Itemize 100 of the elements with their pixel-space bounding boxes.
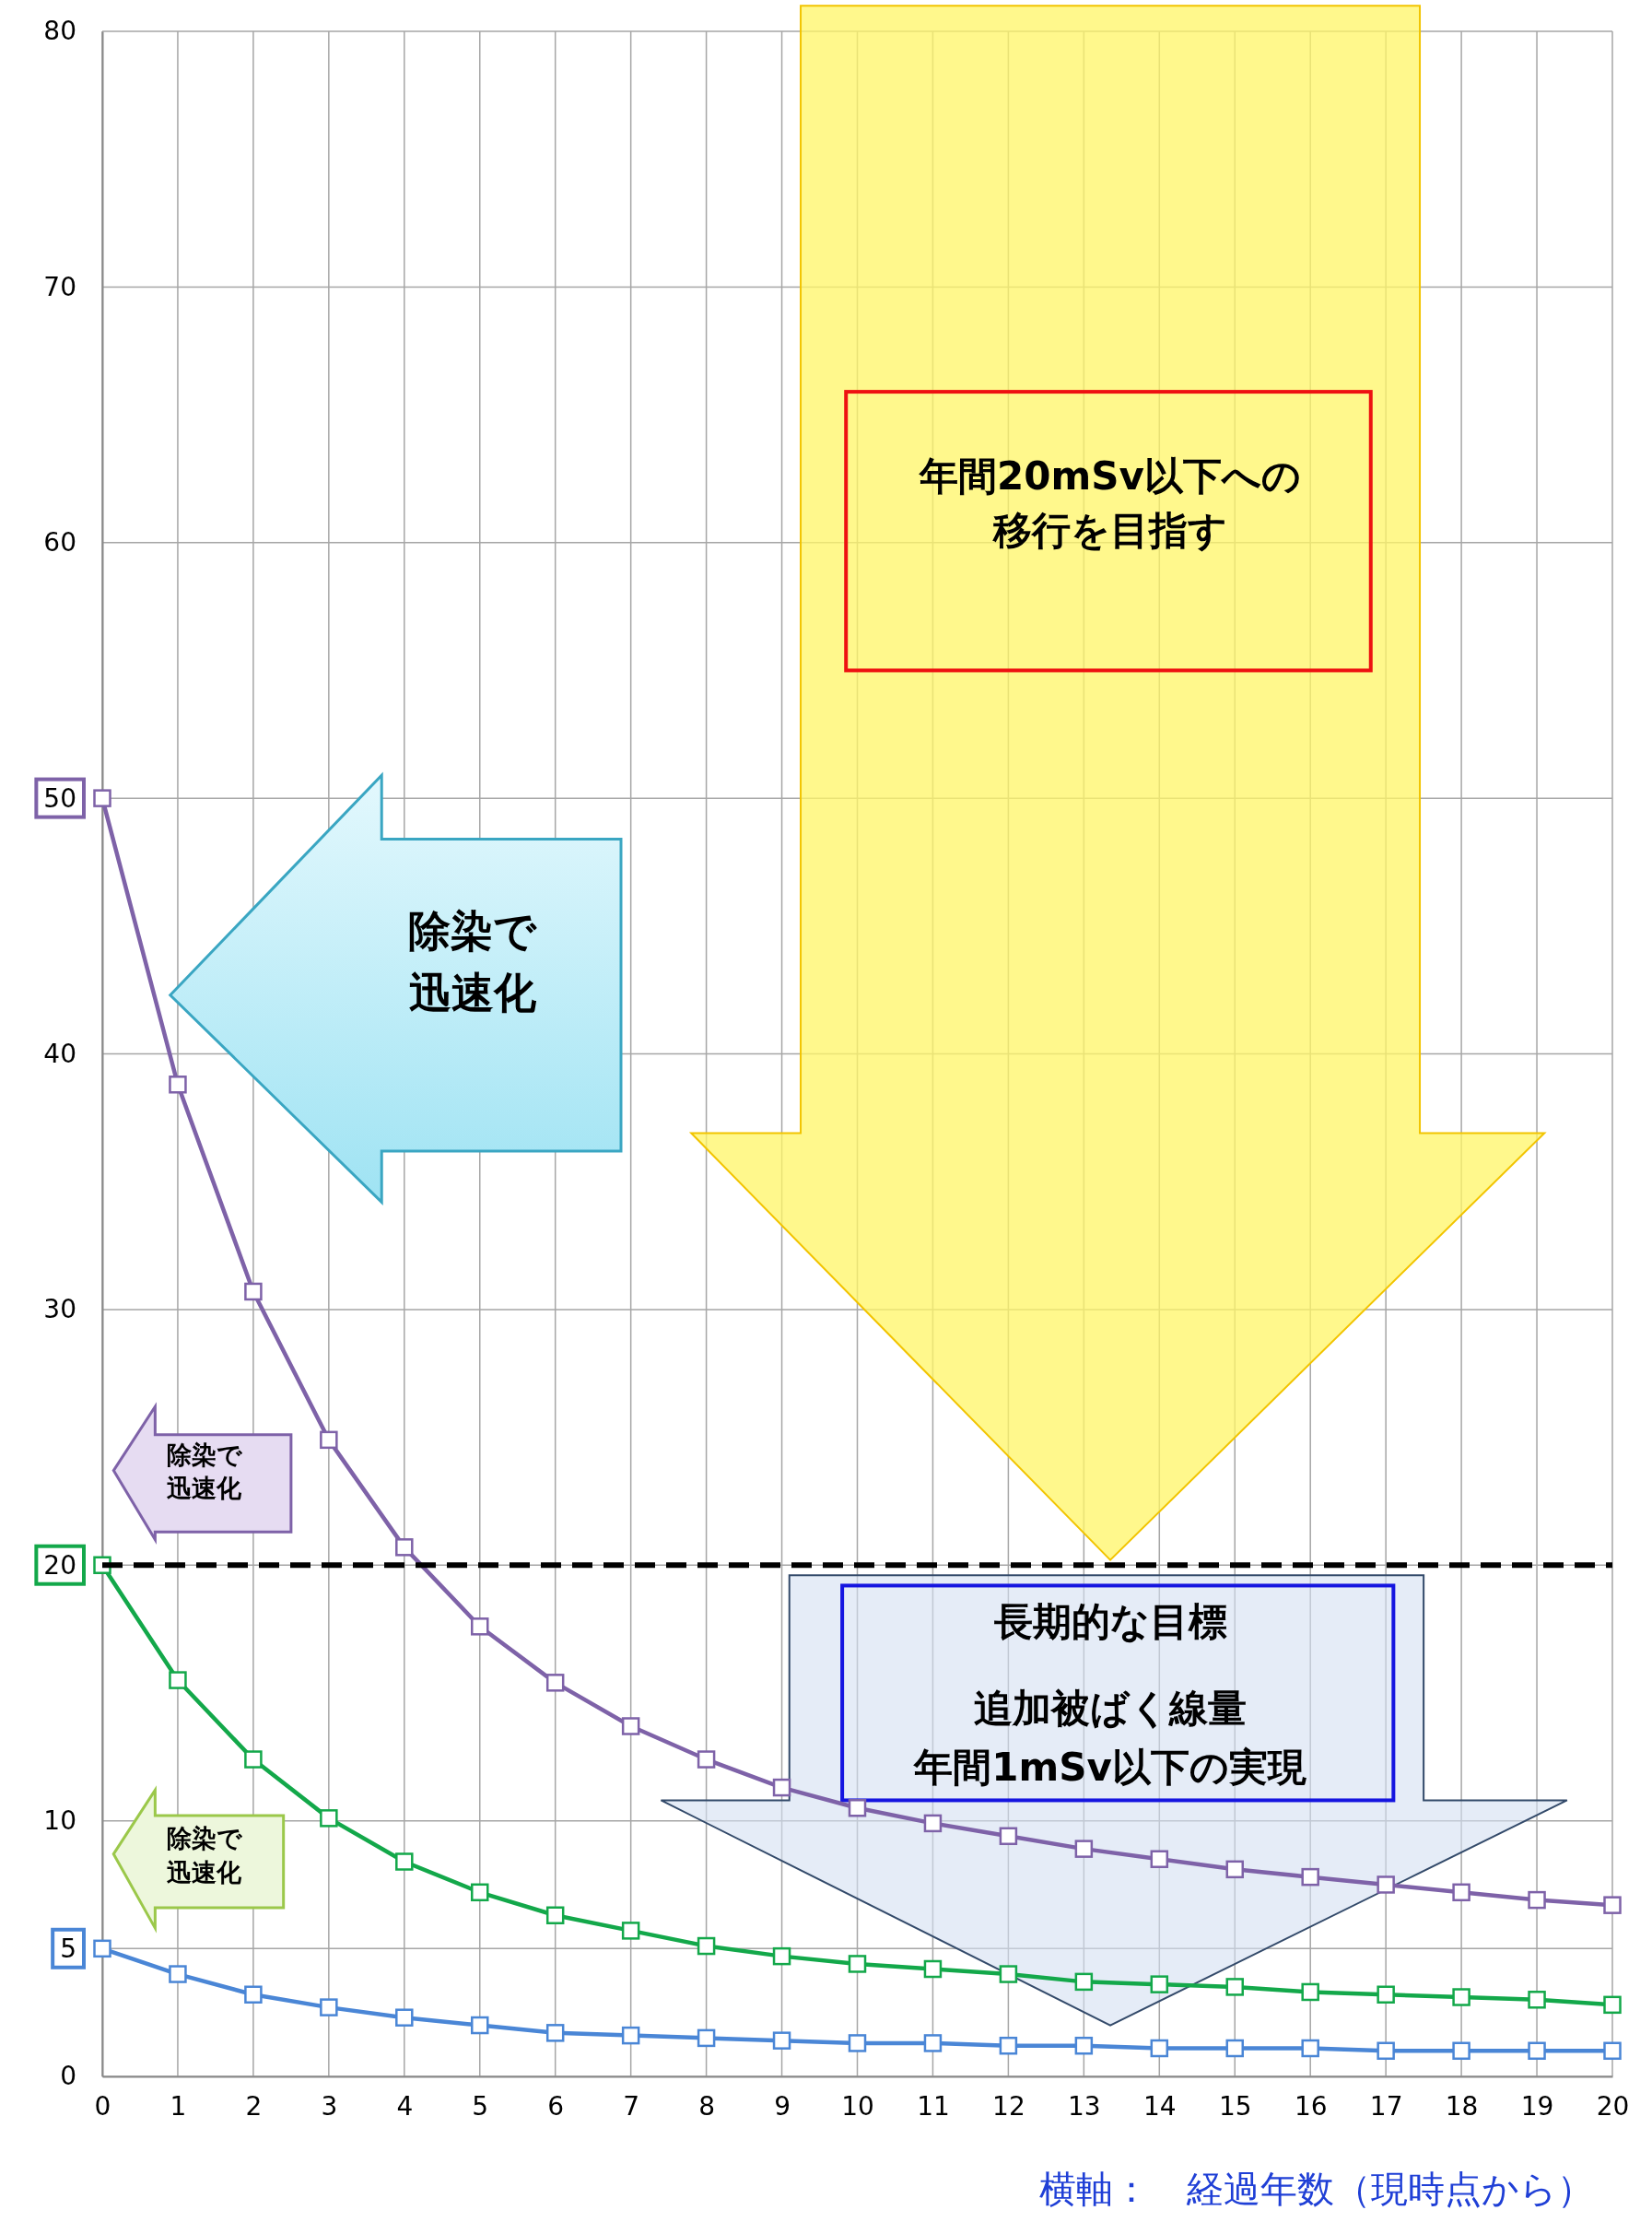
x-tick-label: 13 — [1068, 2090, 1101, 2122]
point — [1603, 2041, 1622, 2061]
point — [1528, 1890, 1546, 1910]
y-tick-label: 10 — [43, 1805, 76, 1837]
point — [999, 1827, 1018, 1846]
annotation: 除染で — [166, 1824, 243, 1853]
annotation: 除染で — [166, 1440, 243, 1470]
point — [93, 1939, 111, 1958]
annotation: 迅速化 — [166, 1474, 243, 1503]
point — [169, 1965, 187, 1983]
point — [848, 1955, 867, 1973]
point — [1225, 2039, 1244, 2058]
point — [395, 1852, 414, 1871]
y-tick-label: 80 — [43, 16, 76, 47]
point — [545, 1906, 565, 1924]
point — [621, 2026, 640, 2045]
point — [169, 1671, 187, 1689]
point — [697, 2028, 716, 2048]
x-tick-label: 16 — [1294, 2090, 1328, 2122]
point — [244, 1282, 263, 1301]
x-tick-label: 14 — [1142, 2090, 1177, 2122]
point — [848, 2034, 867, 2052]
x-tick-label: 0 — [94, 2090, 111, 2122]
point — [1225, 1978, 1244, 1996]
x-tick-label: 17 — [1369, 2090, 1403, 2122]
point — [244, 1750, 263, 1769]
point — [1452, 2041, 1470, 2061]
point — [244, 1985, 263, 2004]
point — [320, 1998, 338, 2016]
y-tick-label: 40 — [43, 1038, 76, 1069]
x-tick-label: 7 — [623, 2090, 640, 2122]
y-tick-label: 5 — [60, 1933, 76, 1964]
point — [1528, 2041, 1546, 2061]
annotation: 除染で — [408, 906, 538, 957]
y-tick-label: 20 — [43, 1549, 76, 1581]
point — [772, 1946, 791, 1966]
x-tick-label: 20 — [1596, 2090, 1630, 2122]
point — [1150, 1975, 1169, 1993]
point — [772, 1778, 791, 1797]
point — [1452, 1988, 1470, 2006]
point — [1301, 1867, 1319, 1887]
x-tick-label: 3 — [321, 2090, 338, 2122]
point — [395, 1538, 414, 1557]
point — [999, 2036, 1018, 2055]
point — [923, 1814, 943, 1833]
point — [923, 2034, 943, 2052]
point — [471, 1617, 489, 1636]
point — [1074, 1840, 1094, 1858]
x-tick-label: 1 — [170, 2090, 187, 2122]
point — [1452, 1883, 1470, 1902]
x-tick-label: 15 — [1218, 2090, 1252, 2122]
point — [1603, 1896, 1622, 1914]
point — [1074, 1972, 1094, 1992]
point — [1528, 1991, 1546, 2009]
point — [1377, 1985, 1395, 2004]
y-tick-label: 50 — [43, 782, 76, 814]
x-tick-label: 10 — [841, 2090, 874, 2122]
point — [848, 1799, 867, 1817]
x-tick-label: 19 — [1520, 2090, 1554, 2122]
point — [395, 2008, 414, 2027]
point — [697, 1750, 716, 1769]
annotation: 迅速化 — [166, 1857, 243, 1887]
point — [545, 1674, 565, 1692]
point — [1301, 1982, 1319, 2002]
point — [1150, 2039, 1169, 2058]
point — [169, 1076, 187, 1094]
point — [1225, 1860, 1244, 1879]
y-tick-label: 0 — [60, 2061, 76, 2092]
annotation: 年間20mSv以下への — [919, 453, 1301, 500]
point — [1301, 2039, 1319, 2058]
y-tick-label: 30 — [43, 1294, 76, 1325]
annotation: 長期的な目標 — [992, 1598, 1227, 1644]
point — [1603, 1995, 1622, 2015]
x-tick-label: 18 — [1445, 2090, 1479, 2122]
point — [1377, 1875, 1395, 1894]
x-tick-label: 5 — [472, 2090, 489, 2122]
point — [320, 1430, 338, 1450]
point — [772, 2031, 791, 2050]
x-tick-label: 2 — [245, 2090, 263, 2122]
point — [1074, 2036, 1094, 2055]
x-axis-title: 横軸： 経過年数（現時点から） — [1039, 2168, 1594, 2210]
y-tick-label: 60 — [43, 527, 76, 558]
x-tick-label: 8 — [698, 2090, 716, 2122]
annotation: 迅速化 — [408, 968, 537, 1018]
point — [545, 2024, 565, 2042]
point — [471, 2016, 489, 2035]
x-tick-label: 11 — [917, 2090, 950, 2122]
annotation: 追加被ばく線量 — [974, 1686, 1248, 1732]
annotation: 年間1mSv以下の実現 — [913, 1745, 1306, 1791]
point — [320, 1809, 338, 1828]
point — [621, 1717, 640, 1735]
x-tick-label: 6 — [547, 2090, 565, 2122]
annotation: 移行を目指す — [992, 507, 1228, 553]
y-tick-label: 70 — [43, 271, 76, 302]
point — [923, 1959, 943, 1979]
x-tick-label: 4 — [396, 2090, 414, 2122]
point — [1377, 2041, 1395, 2061]
x-tick-label: 12 — [992, 2090, 1025, 2122]
point — [621, 1922, 640, 1940]
x-tick-label: 9 — [774, 2090, 791, 2122]
